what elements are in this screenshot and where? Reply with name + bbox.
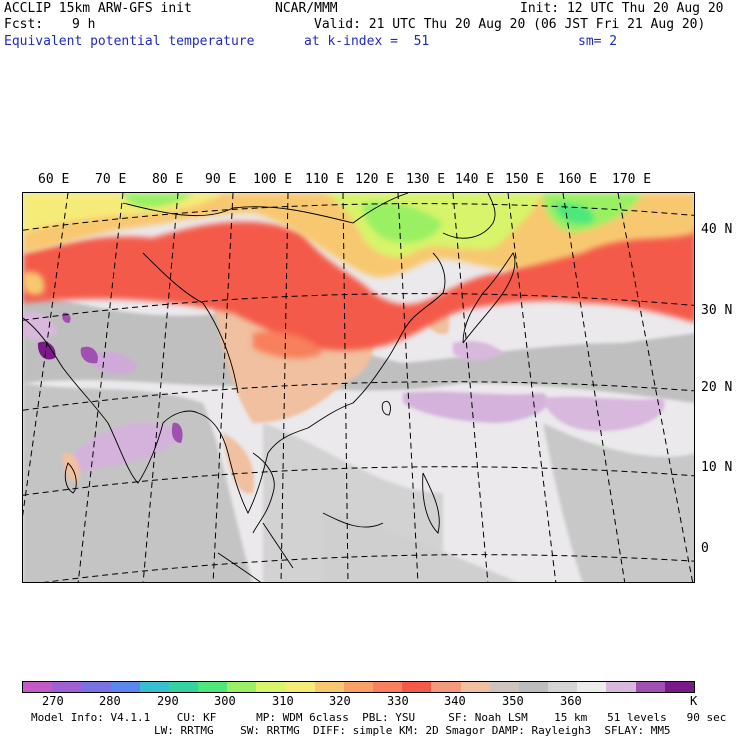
longitude-label: 60 E xyxy=(38,172,70,187)
colorbar-tick-label: 290 xyxy=(157,694,179,708)
latitude-label: 0 xyxy=(701,541,709,556)
colorbar-tick-label: 270 xyxy=(42,694,64,708)
latitude-label: 20 N xyxy=(701,380,733,395)
colorbar-swatch xyxy=(314,682,344,692)
colorbar-swatch xyxy=(23,682,53,692)
cool-air-310k-north xyxy=(23,193,694,295)
purple-370k-spots xyxy=(37,312,183,443)
colorbar-swatch xyxy=(343,682,374,692)
longitude-label: 140 E xyxy=(455,172,495,187)
model-info-line2: LW: RRTMG SW: RRTMG DIFF: simple KM: 2D … xyxy=(154,724,671,737)
latitude-label: 10 N xyxy=(701,460,733,475)
colorbar-swatch xyxy=(460,682,490,692)
colorbar-swatch xyxy=(664,682,694,692)
longitude-label: 130 E xyxy=(406,172,446,187)
model-info-line1: Model Info: V4.1.1 CU: KF MP: WDM 6class… xyxy=(31,711,727,724)
colorbar-swatch xyxy=(577,682,607,692)
map-svg xyxy=(23,193,694,582)
colorbar-swatch xyxy=(110,682,140,692)
colorbar xyxy=(22,681,695,693)
valid-time: Valid: 21 UTC Thu 20 Aug 20 (06 JST Fri … xyxy=(314,17,706,32)
longitude-label: 80 E xyxy=(152,172,184,187)
longitude-label: 110 E xyxy=(305,172,345,187)
colorbar-swatch xyxy=(489,682,519,692)
colorbar-tick-label: 320 xyxy=(329,694,351,708)
colorbar-swatch xyxy=(256,682,286,692)
colorbar-swatch xyxy=(548,682,578,692)
colorbar-swatch xyxy=(635,682,665,692)
colorbar-swatch xyxy=(431,682,461,692)
latitude-label: 40 N xyxy=(701,222,733,237)
colorbar-swatch xyxy=(227,682,257,692)
colorbar-swatch xyxy=(139,682,169,692)
longitude-label: 90 E xyxy=(205,172,237,187)
red-340k-band xyxy=(23,221,694,359)
org-label: NCAR/MMM xyxy=(275,1,338,16)
colorbar-swatch xyxy=(606,682,636,692)
colorbar-swatch xyxy=(198,682,228,692)
colorbar-swatch xyxy=(285,682,315,692)
longitude-label: 150 E xyxy=(505,172,545,187)
longitude-label: 70 E xyxy=(95,172,127,187)
longitude-label: 100 E xyxy=(253,172,293,187)
level-index: at k-index = 51 xyxy=(304,34,430,49)
colorbar-swatch xyxy=(373,682,403,692)
colorbar-swatch xyxy=(81,682,111,692)
colorbar-tick-label: 360 xyxy=(560,694,582,708)
longitude-label: 170 E xyxy=(612,172,652,187)
field-name: Equivalent potential temperature xyxy=(4,34,255,49)
forecast-hour: 9 h xyxy=(72,17,96,32)
init-time: Init: 12 UTC Thu 20 Aug 20 xyxy=(520,1,724,16)
theta-e-map xyxy=(22,192,695,583)
colorbar-tick-label: 300 xyxy=(214,694,236,708)
colorbar-unit: K xyxy=(690,694,698,708)
graticule xyxy=(23,193,694,582)
latitude-label: 30 N xyxy=(701,303,733,318)
colorbar-swatch xyxy=(168,682,199,692)
longitude-label: 120 E xyxy=(355,172,395,187)
colorbar-tick-label: 350 xyxy=(502,694,524,708)
colorbar-tick-label: 340 xyxy=(444,694,466,708)
colorbar-swatch xyxy=(518,682,549,692)
colorbar-tick-label: 330 xyxy=(387,694,409,708)
colorbar-swatch xyxy=(52,682,82,692)
colorbar-tick-label: 280 xyxy=(99,694,121,708)
model-title: ACCLIP 15km ARW-GFS init xyxy=(4,1,192,16)
coastlines xyxy=(23,193,516,582)
colorbar-tick-label: 310 xyxy=(272,694,294,708)
longitude-label: 160 E xyxy=(558,172,598,187)
smoothing-label: sm= 2 xyxy=(578,34,618,49)
colorbar-swatch xyxy=(402,682,432,692)
forecast-label: Fcst: xyxy=(4,17,44,32)
